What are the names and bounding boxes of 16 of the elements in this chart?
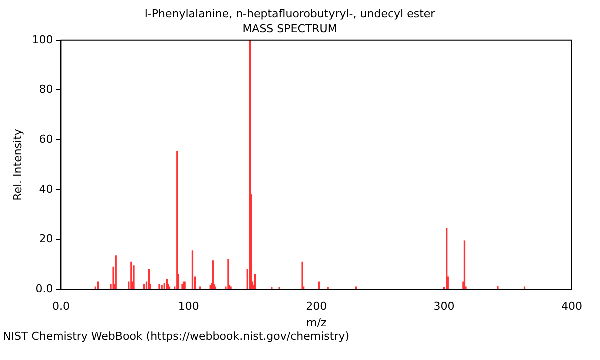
chart-title: l-Phenylalanine, n-heptafluorobutyryl-, undecyl ester xyxy=(144,7,436,20)
y-tick-label: 100 xyxy=(32,33,54,46)
y-tick-label: 0.0 xyxy=(36,282,54,296)
y-tick-label: 20 xyxy=(39,232,54,246)
x-tick-label: 200 xyxy=(306,300,328,314)
x-tick-label: 400 xyxy=(562,300,582,314)
x-tick-label: 100 xyxy=(178,300,200,314)
y-axis-title: Rel. Intensity xyxy=(11,128,24,201)
x-tick-label: 300 xyxy=(434,300,455,314)
x-tick-label: 0.0 xyxy=(52,300,70,314)
y-tick-label: 80 xyxy=(39,83,54,96)
text: NIST Chemistry WebBook (https://webbook.nist.gov/chemistry) xyxy=(3,330,350,343)
x-axis-title: m/z xyxy=(306,316,327,330)
chart-subtitle: MASS SPECTRUM xyxy=(242,22,338,36)
y-tick-label: 40 xyxy=(39,182,54,196)
y-tick-label: 60 xyxy=(39,132,54,146)
